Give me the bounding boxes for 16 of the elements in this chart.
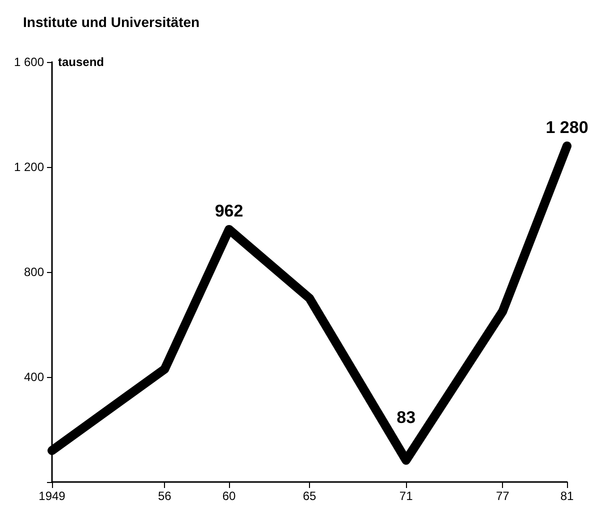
y-tick-label: 1 200	[14, 160, 44, 174]
y-axis-title: tausend	[58, 55, 104, 69]
x-tick-label: 60	[222, 489, 236, 503]
y-tick-label: 400	[24, 370, 44, 384]
y-tick-label: 1 600	[14, 55, 44, 69]
x-tick-label: 77	[496, 489, 510, 503]
data-label: 83	[396, 408, 416, 428]
x-tick-label: 56	[158, 489, 172, 503]
data-label: 1 280	[546, 118, 588, 137]
x-tick-label: 81	[560, 489, 574, 503]
x-tick-label: 65	[302, 489, 316, 503]
x-tick-label: 71	[399, 489, 414, 503]
data-label: 962	[214, 201, 244, 220]
y-tick-label: 800	[24, 265, 44, 279]
x-tick-label: 1949	[38, 489, 66, 503]
chart-title: Institute und Universitäten	[23, 14, 200, 30]
